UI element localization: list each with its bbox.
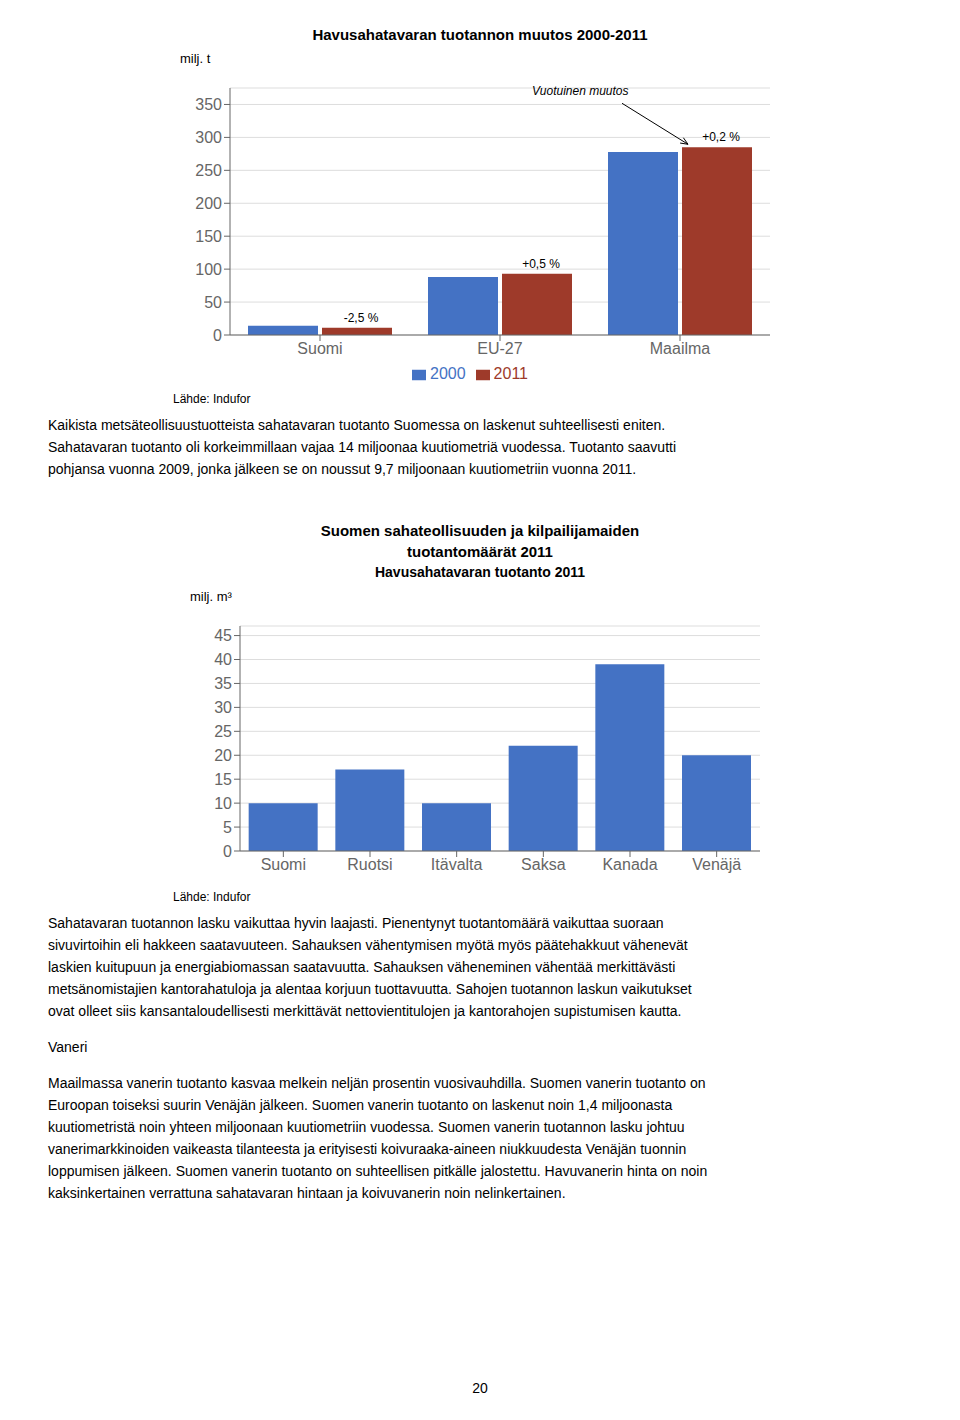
html-text:tuotantomäärät 2011: tuotantomäärät 2011 [407, 543, 553, 560]
svg-text:Maailma: Maailma [650, 340, 711, 357]
svg-text:Saksa: Saksa [521, 856, 566, 873]
svg-text:Venäjä: Venäjä [692, 856, 741, 873]
html-text:laskien kuitupuun ja energiabi: laskien kuitupuun ja energiabiomassan sa… [48, 959, 676, 975]
html-text:Kaikista metsäteollisuustuotte: Kaikista metsäteollisuustuotteista sahat… [48, 417, 666, 433]
html-text:20: 20 [472, 1380, 488, 1396]
svg-text:150: 150 [195, 228, 222, 245]
svg-text:250: 250 [195, 162, 222, 179]
svg-text:50: 50 [204, 294, 222, 311]
html-text:ovat olleet siis kansantaloude: ovat olleet siis kansantaloudellisesti m… [48, 1003, 682, 1019]
html-text:pohjansa vuonna 2009, jonka jä: pohjansa vuonna 2009, jonka jälkeen se o… [48, 461, 637, 477]
svg-text:Vuotuinen muutos: Vuotuinen muutos [532, 84, 629, 98]
svg-text:Suomi: Suomi [261, 856, 306, 873]
svg-text:100: 100 [195, 261, 222, 278]
html-text:Maailmassa vanerin tuotanto ka: Maailmassa vanerin tuotanto kasvaa melke… [48, 1075, 706, 1091]
svg-text:+0,5 %: +0,5 % [522, 257, 560, 271]
svg-text:300: 300 [195, 129, 222, 146]
html-text:2000: 2000 [430, 365, 466, 382]
svg-text:-2,5 %: -2,5 % [344, 311, 379, 325]
svg-text:15: 15 [214, 771, 232, 788]
html-text:2011: 2011 [493, 365, 528, 382]
html-text:Sahatavaran tuotanto oli korke: Sahatavaran tuotanto oli korkeimmillaan … [48, 439, 676, 455]
svg-text:200: 200 [195, 195, 222, 212]
html-text:kuutiometristä noin yhteen mil: kuutiometristä noin yhteen miljoonaan ku… [48, 1119, 685, 1135]
svg-text:45: 45 [214, 627, 232, 644]
svg-text:350: 350 [195, 96, 222, 113]
html-text:Suomen sahateollisuuden ja kil: Suomen sahateollisuuden ja kilpailijamai… [320, 522, 640, 539]
svg-text:+0,2 %: +0,2 % [702, 130, 740, 144]
svg-text:35: 35 [214, 675, 232, 692]
html-text:vanerimarkkinoiden vaikeasta t: vanerimarkkinoiden vaikeasta tilanteesta… [48, 1141, 687, 1157]
html-text:kaksinkertainen verrattuna sah: kaksinkertainen verrattuna sahatavaran h… [48, 1185, 566, 1201]
svg-text:Suomi: Suomi [297, 340, 342, 357]
html-text:Vaneri: Vaneri [48, 1039, 88, 1055]
svg-text:20: 20 [214, 747, 232, 764]
svg-text:0: 0 [213, 327, 222, 344]
html-text:Lähde: Indufor: Lähde: Indufor [173, 392, 251, 406]
html-text:Sahatavaran tuotannon lasku va: Sahatavaran tuotannon lasku vaikuttaa hy… [48, 915, 664, 931]
svg-text:10: 10 [214, 795, 232, 812]
html-text:metsänomistajien kantorahatulo: metsänomistajien kantorahatuloja ja alen… [48, 981, 692, 997]
html-text:Havusahatavaran tuotanto 2011: Havusahatavaran tuotanto 2011 [375, 564, 585, 580]
svg-text:5: 5 [223, 819, 232, 836]
svg-text:30: 30 [214, 699, 232, 716]
svg-text:Ruotsi: Ruotsi [347, 856, 392, 873]
svg-text:25: 25 [214, 723, 232, 740]
svg-text:40: 40 [214, 651, 232, 668]
svg-text:Kanada: Kanada [602, 856, 657, 873]
html-text:sivuvirtoihin eli hakkeen saat: sivuvirtoihin eli hakkeen saatavuuteen. … [48, 937, 688, 953]
svg-text:EU-27: EU-27 [477, 340, 522, 357]
html-text:milj. m³: milj. m³ [190, 589, 232, 604]
svg-text:Itävalta: Itävalta [431, 856, 483, 873]
html-text:Lähde: Indufor: Lähde: Indufor [173, 890, 251, 904]
html-text:loppumisen jälkeen. Suomen van: loppumisen jälkeen. Suomen vanerin tuota… [48, 1163, 708, 1179]
svg-text:0: 0 [223, 843, 232, 860]
html-text:Euroopan toiseksi suurin Venäj: Euroopan toiseksi suurin Venäjän jälkeen… [48, 1097, 673, 1113]
html-text:milj. t: milj. t [180, 51, 211, 66]
html-text:Havusahatavaran tuotannon muut: Havusahatavaran tuotannon muutos 2000-20… [312, 26, 648, 43]
